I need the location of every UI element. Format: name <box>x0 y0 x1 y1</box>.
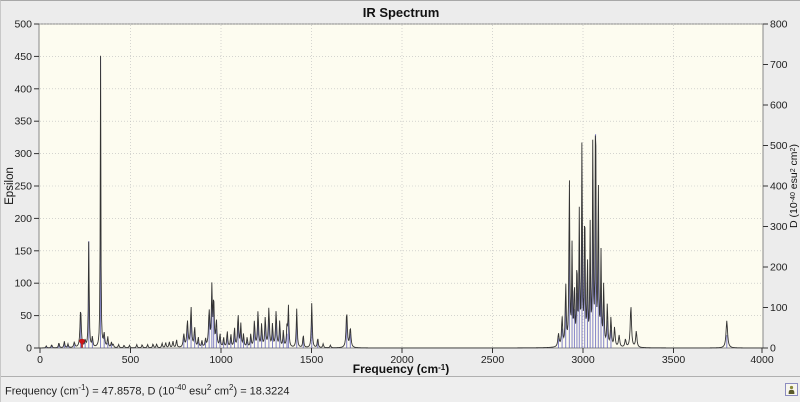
svg-text:50: 50 <box>20 310 32 322</box>
svg-text:600: 600 <box>770 100 788 112</box>
svg-text:350: 350 <box>14 116 32 128</box>
svg-text:3000: 3000 <box>571 354 595 366</box>
svg-text:Epsilon: Epsilon <box>4 167 16 205</box>
svg-text:400: 400 <box>14 83 32 95</box>
svg-text:400: 400 <box>770 181 788 193</box>
svg-text:300: 300 <box>14 148 32 160</box>
svg-text:150: 150 <box>14 245 32 257</box>
svg-text:0: 0 <box>26 343 32 355</box>
svg-text:200: 200 <box>14 213 32 225</box>
svg-text:300: 300 <box>770 221 788 233</box>
svg-text:0: 0 <box>770 343 776 355</box>
svg-text:3500: 3500 <box>662 354 686 366</box>
svg-text:500: 500 <box>14 19 32 31</box>
svg-text:D (10-40 esu2 cm2): D (10-40 esu2 cm2) <box>788 144 800 228</box>
svg-text:1000: 1000 <box>209 354 233 366</box>
svg-text:500: 500 <box>770 140 788 152</box>
svg-text:100: 100 <box>770 302 788 314</box>
svg-text:250: 250 <box>14 181 32 193</box>
svg-text:450: 450 <box>14 51 32 63</box>
svg-text:100: 100 <box>14 278 32 290</box>
svg-text:Frequency (cm-1): Frequency (cm-1) <box>353 362 449 375</box>
svg-text:800: 800 <box>770 19 788 31</box>
svg-text:500: 500 <box>122 354 140 366</box>
svg-text:1500: 1500 <box>300 354 324 366</box>
svg-text:700: 700 <box>770 59 788 71</box>
svg-text:200: 200 <box>770 262 788 274</box>
svg-text:2500: 2500 <box>481 354 505 366</box>
svg-text:0: 0 <box>37 354 43 366</box>
svg-text:4000: 4000 <box>750 354 774 366</box>
